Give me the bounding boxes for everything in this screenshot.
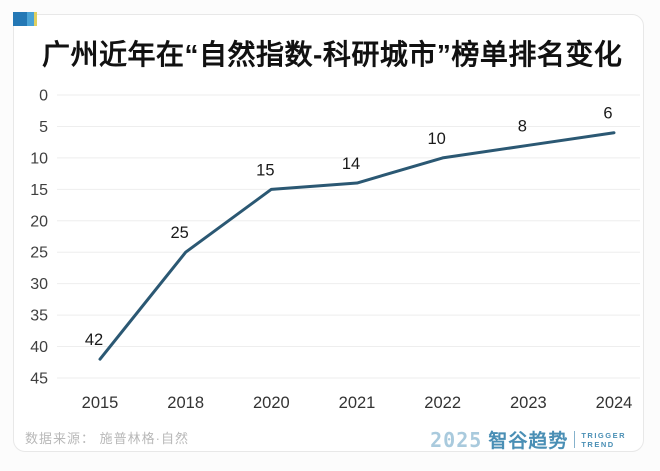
brand-flag-yellow-stripe	[34, 12, 37, 26]
brand-flag-icon	[13, 12, 37, 26]
data-point-label: 15	[256, 161, 274, 179]
y-axis-tick-label: 45	[30, 371, 48, 388]
y-axis-tick-label: 15	[30, 182, 48, 199]
y-axis-tick-label: 10	[30, 150, 48, 167]
chart-title: 广州近年在“自然指数-科研城市”榜单排名变化	[42, 39, 623, 70]
x-axis-tick-label: 2021	[339, 394, 376, 412]
brand-flag-lightblue-stripe	[27, 12, 34, 26]
chart-card	[13, 14, 644, 452]
data-point-label: 6	[603, 105, 612, 123]
y-axis-tick-label: 25	[30, 245, 48, 262]
data-point-label: 8	[518, 117, 527, 135]
data-point-label: 25	[170, 224, 188, 242]
x-axis-tick-label: 2022	[424, 394, 461, 412]
logo-divider	[574, 431, 576, 448]
brand-flag-blue-stripe	[13, 12, 27, 26]
data-point-label: 10	[427, 130, 445, 148]
data-point-label: 14	[342, 155, 360, 173]
publisher-logo: 2025 智谷趋势 TRIGGER TREND	[430, 426, 626, 453]
y-axis-tick-label: 20	[30, 213, 48, 230]
x-axis-tick-label: 2024	[596, 394, 633, 412]
y-axis-tick-label: 30	[30, 276, 48, 293]
y-axis-tick-label: 35	[30, 308, 48, 325]
logo-tagline: TRIGGER TREND	[581, 431, 626, 449]
y-axis-tick-label: 0	[39, 88, 48, 105]
x-axis-tick-label: 2023	[510, 394, 547, 412]
logo-brand-name: 智谷趋势	[488, 431, 569, 452]
y-axis-tick-label: 5	[39, 119, 48, 136]
data-source-note: 数据来源： 施普林格·自然	[25, 431, 189, 446]
rank-line-series	[98, 131, 616, 361]
x-axis-tick-label: 2015	[82, 394, 119, 412]
logo-year: 2025	[430, 427, 483, 452]
data-point-label: 42	[85, 331, 103, 349]
logo-tagline-line1: TRIGGER	[581, 430, 626, 440]
x-axis-tick-label: 2018	[167, 394, 204, 412]
y-axis-tick-label: 40	[30, 339, 48, 356]
x-axis-tick-label: 2020	[253, 394, 290, 412]
logo-tagline-line2: TREND	[581, 439, 615, 449]
